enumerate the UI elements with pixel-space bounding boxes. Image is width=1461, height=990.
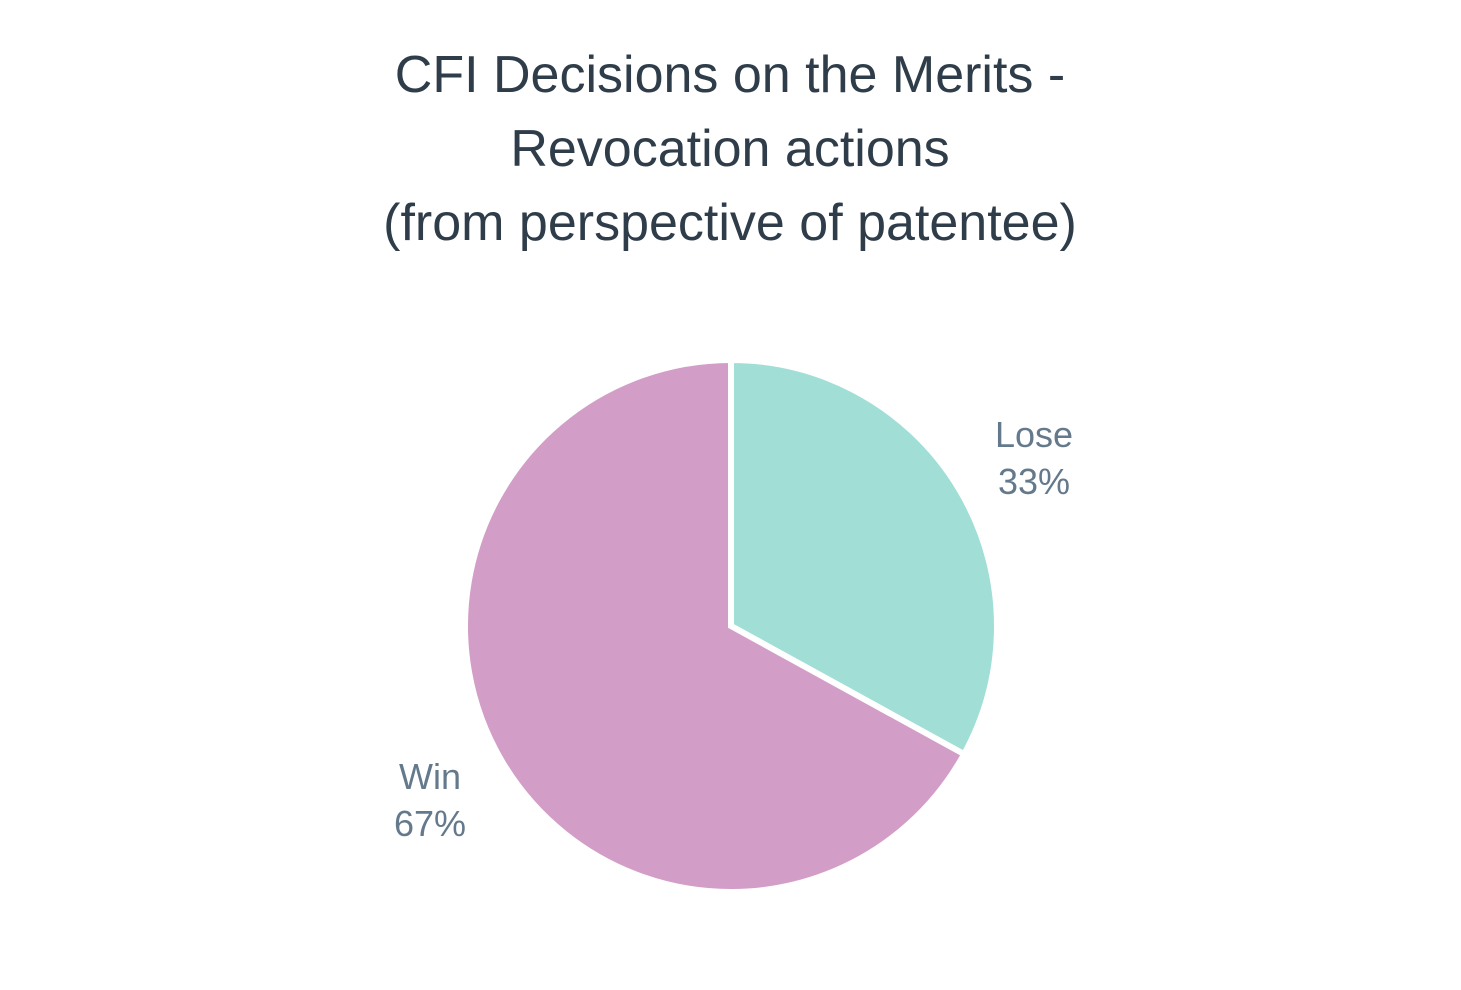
chart-title: CFI Decisions on the Merits - Revocation… <box>383 46 1077 252</box>
chart-title-line-3: (from perspective of patentee) <box>383 194 1077 252</box>
chart-title-line-1: CFI Decisions on the Merits - <box>395 46 1065 104</box>
slice-label-lose-name: Lose <box>995 414 1073 455</box>
slice-label-win-name: Win <box>399 756 461 797</box>
slice-label-win-value: 67% <box>394 803 466 844</box>
pie-slice-win <box>462 356 969 895</box>
slice-label-lose: Lose 33% <box>995 414 1073 502</box>
pie-slice-lose <box>728 356 1000 759</box>
chart-title-line-2: Revocation actions <box>510 120 949 178</box>
slice-label-win: Win 67% <box>394 756 466 844</box>
pie-slices <box>462 356 1000 895</box>
slice-label-lose-value: 33% <box>998 461 1070 502</box>
